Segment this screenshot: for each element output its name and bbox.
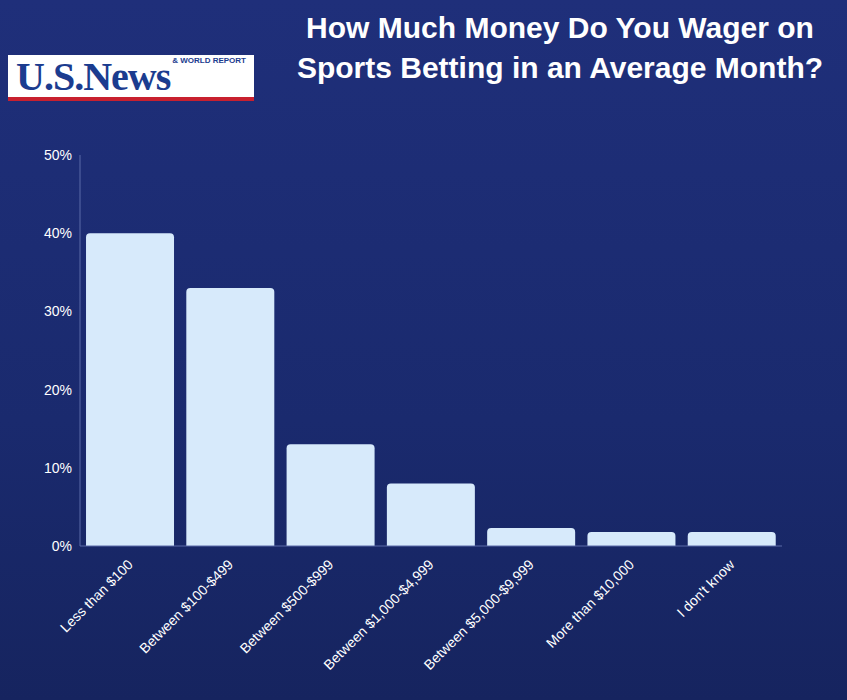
html-text:U.S.News: U.S.News <box>16 54 171 99</box>
svg-text:Less than $100: Less than $100 <box>57 556 136 635</box>
svg-text:Between $500-$999: Between $500-$999 <box>236 556 336 656</box>
svg-text:40%: 40% <box>44 225 72 241</box>
svg-text:20%: 20% <box>44 382 72 398</box>
svg-text:0%: 0% <box>52 538 72 554</box>
svg-text:30%: 30% <box>44 303 72 319</box>
svg-text:Between $1,000-$4,999: Between $1,000-$4,999 <box>320 556 437 673</box>
svg-text:50%: 50% <box>44 147 72 163</box>
svg-text:Between $100-$499: Between $100-$499 <box>136 556 236 656</box>
html-text:How Much Money Do You Wager on: How Much Money Do You Wager on Sports Be… <box>296 11 824 84</box>
svg-text:Between $5,000-$9,999: Between $5,000-$9,999 <box>420 556 537 673</box>
svg-text:10%: 10% <box>44 460 72 476</box>
html-text:& WORLD REPORT: & WORLD REPORT <box>172 56 246 65</box>
svg-text:More than $10,000: More than $10,000 <box>543 556 638 651</box>
svg-text:I don't know: I don't know <box>674 556 738 620</box>
